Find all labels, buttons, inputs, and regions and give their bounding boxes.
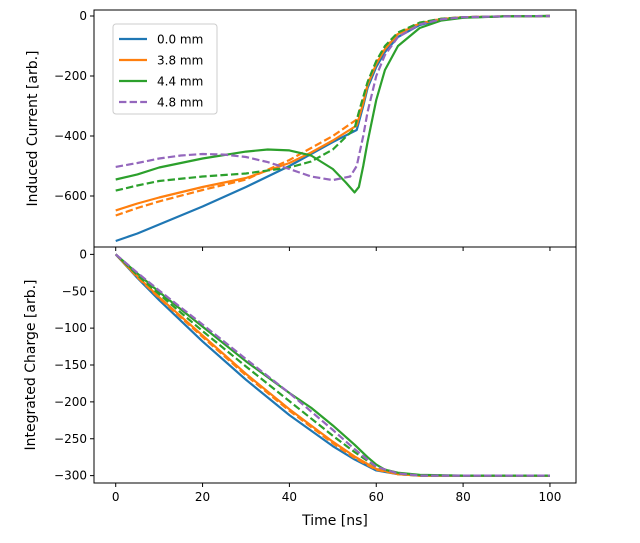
x-tick-label: 20 [195,490,210,504]
y-tick-label: −50 [62,284,87,298]
series-line-4-4-mm [114,253,550,477]
y-tick-label: 0 [79,9,87,23]
legend-box [112,23,218,115]
x-tick-label: 0 [112,490,120,504]
x-tick-label: 80 [455,490,470,504]
y-tick-label: −250 [54,432,87,446]
x-tick-label: 100 [538,490,561,504]
y-tick-label: −400 [54,129,87,143]
series-line-4-4-mm-dashed [115,14,550,192]
series-line-4-8-mm [114,253,550,477]
series-group [114,253,550,477]
series-line-4-8-mm [115,14,550,182]
y-tick-label: 0 [79,247,87,261]
y-tick-label: −300 [54,469,87,483]
y-tick-label: −150 [54,358,87,372]
y-tick-label: −200 [54,395,87,409]
x-axis-label: Time [ns] [301,513,368,529]
legend-label: 0.0 mm [157,33,203,47]
y-axis-label-induced-current: Induced Current [arb.] [25,50,41,206]
x-tick-label: 60 [369,490,384,504]
integrated-charge-panel: 0 −50 −100 −150 −200 −250 −300 0 20 40 60 80 100 [54,246,577,504]
induced-current-panel: 0 −200 −400 −600 [54,9,577,251]
y-tick-label: −200 [54,69,87,83]
y-axis-label-integrated-charge: Integrated Charge [arb.] [23,279,39,450]
series-line-4-4-mm-dashed [114,253,550,477]
legend-label: 4.4 mm [157,75,203,89]
legend-label: 4.8 mm [157,96,203,110]
legend: 0.0 mm 3.8 mm 4.4 mm 4.8 mm [112,23,218,115]
legend-label: 3.8 mm [157,54,203,68]
y-tick-label: −100 [54,321,87,335]
x-tick-label: 40 [282,490,297,504]
series-group [115,14,550,243]
y-tick-label: −600 [54,189,87,203]
